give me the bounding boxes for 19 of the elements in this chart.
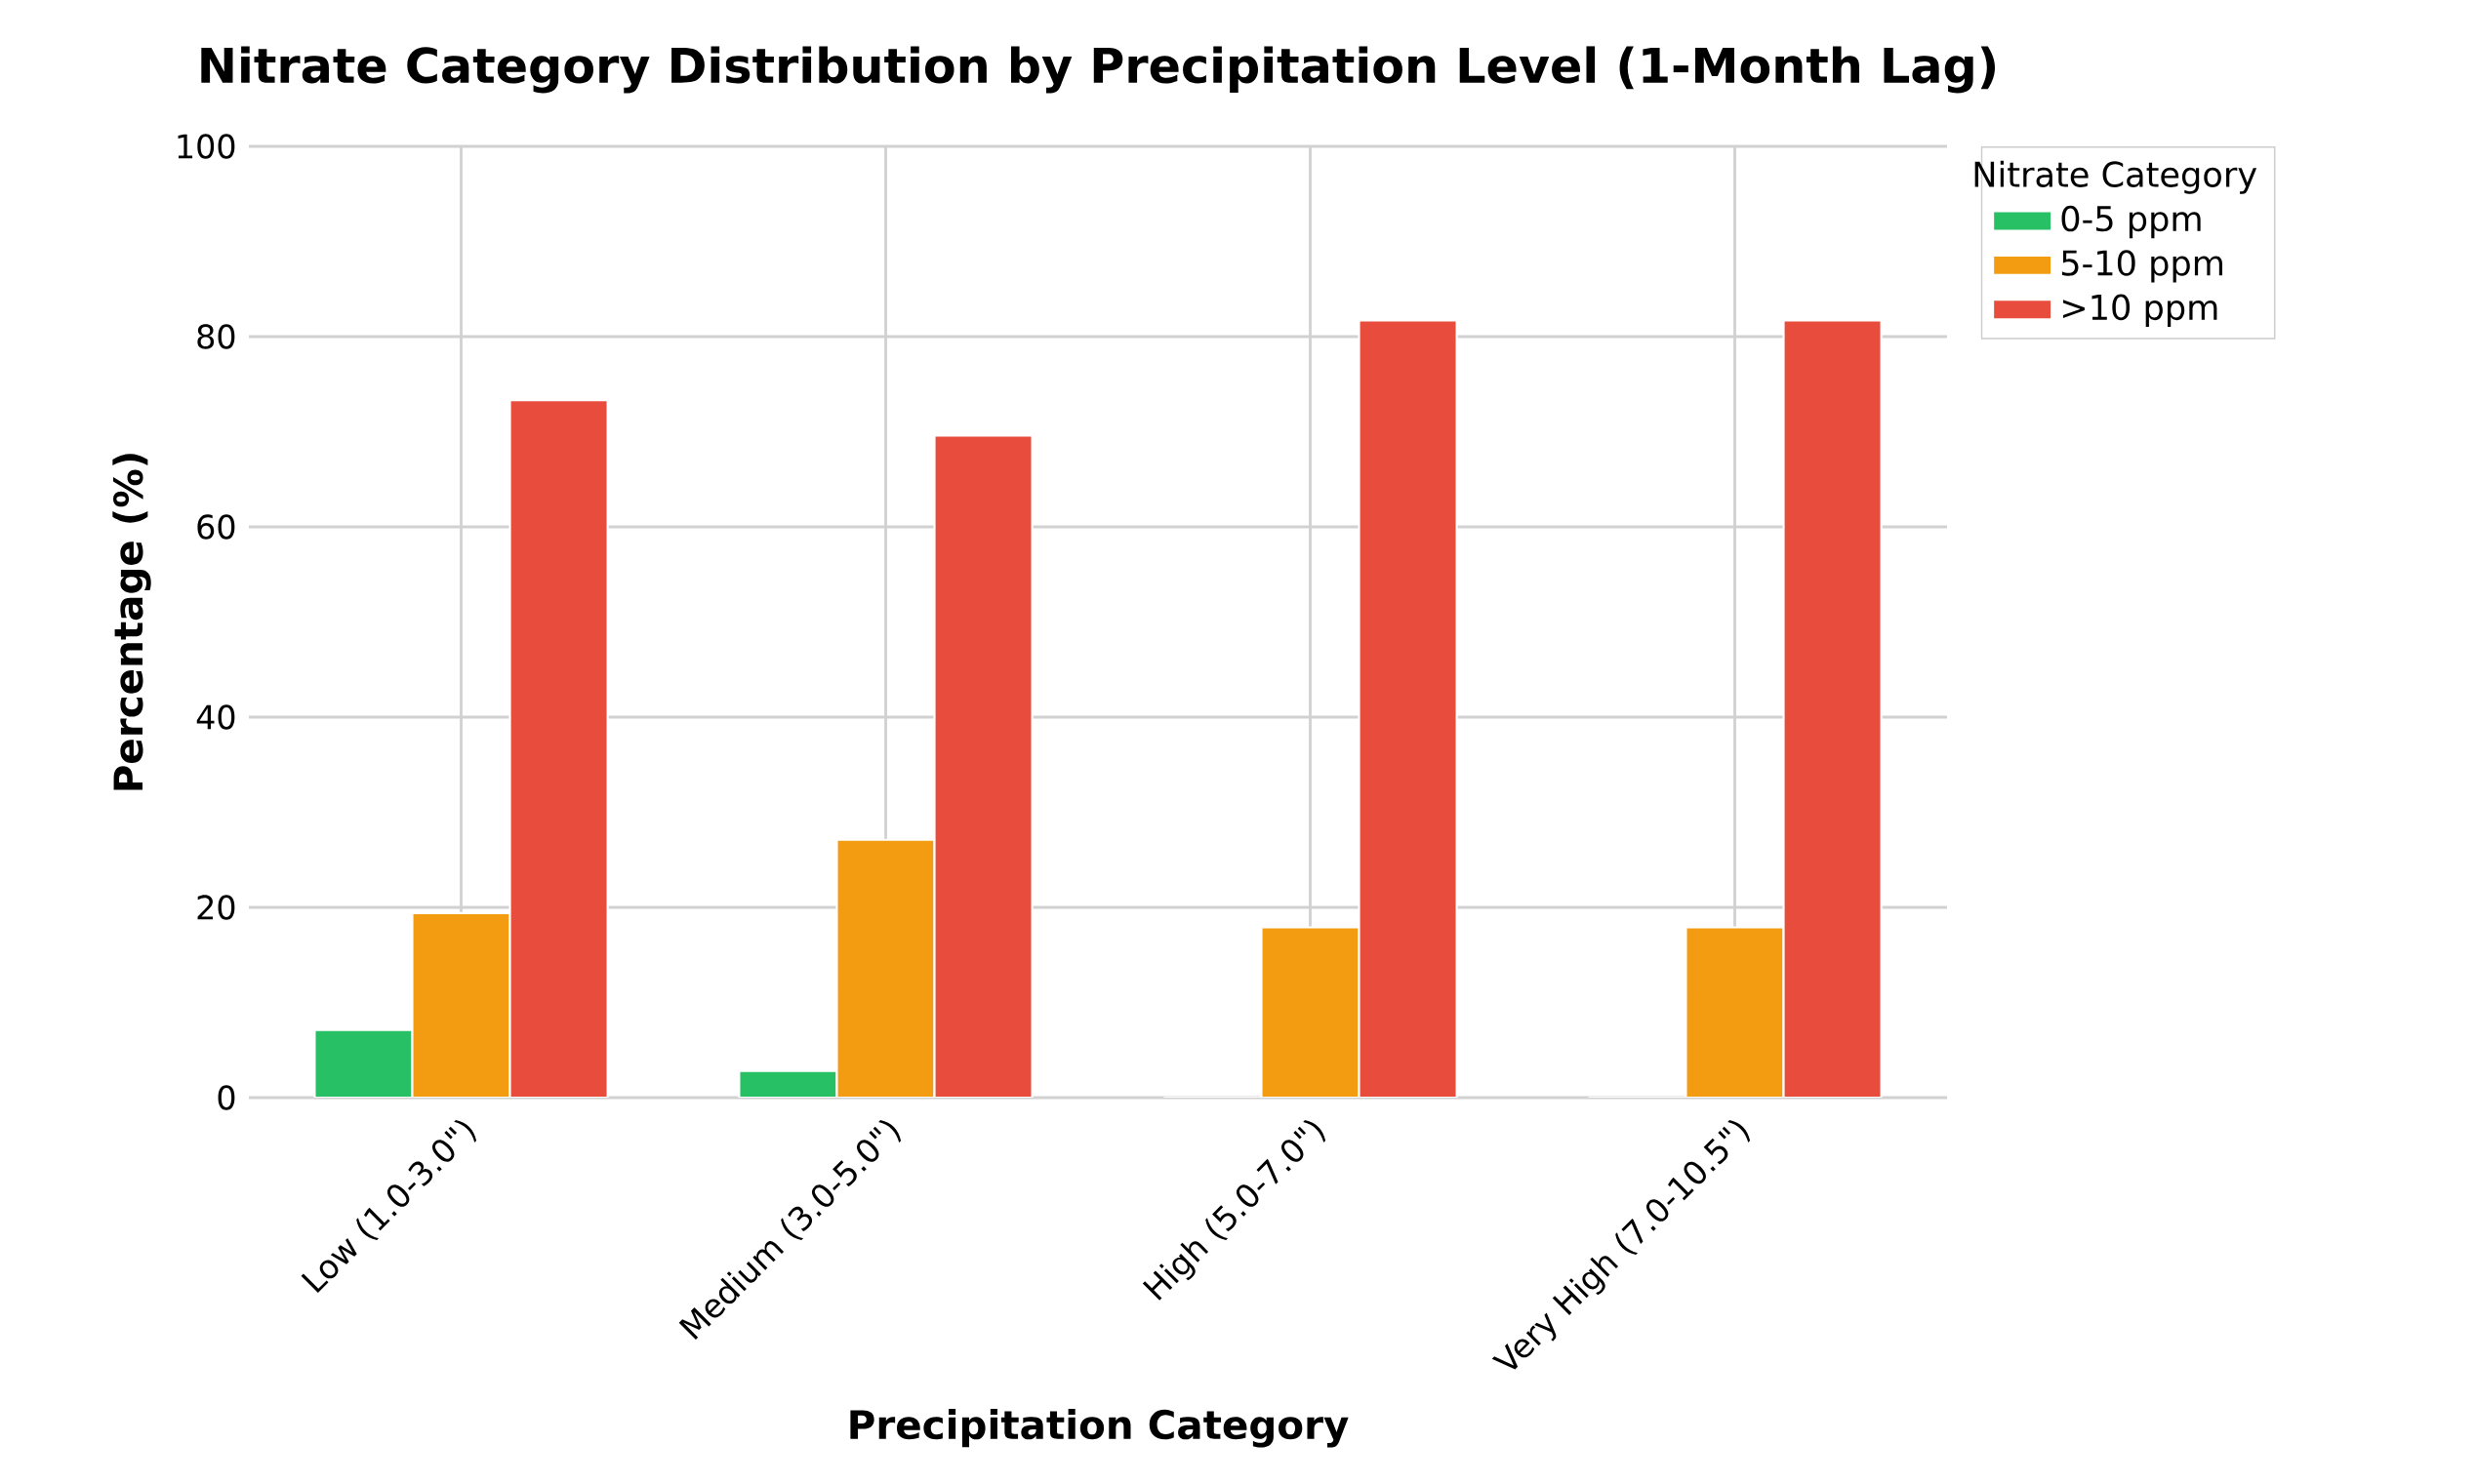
y-tick-label: 80: [197, 324, 235, 349]
y-tick-label: 60: [197, 514, 235, 540]
x-axis-title: Precipitation Category: [850, 1409, 1349, 1448]
bar: [1782, 319, 1883, 1098]
bar: [738, 1069, 838, 1098]
bar: [933, 434, 1034, 1098]
legend-label: 5-10 ppm: [2061, 250, 2222, 283]
legend-label: 0-5 ppm: [2061, 205, 2201, 239]
y-tick-label: 20: [197, 895, 235, 920]
bar: [1358, 319, 1458, 1098]
y-tick-label: 100: [178, 134, 235, 159]
chart-title: Nitrate Category Distribution by Precipitation Level (1-Month Lag): [201, 46, 1996, 94]
bar: [508, 399, 609, 1098]
y-tick-label: 40: [196, 704, 235, 730]
bar: [313, 1028, 414, 1098]
y-tick-label: 0: [218, 1085, 235, 1110]
y-axis-title: Percentage (%): [112, 454, 151, 790]
legend-label: >10 ppm: [2062, 294, 2217, 328]
legend-title: Nitrate Category: [1974, 160, 2257, 194]
